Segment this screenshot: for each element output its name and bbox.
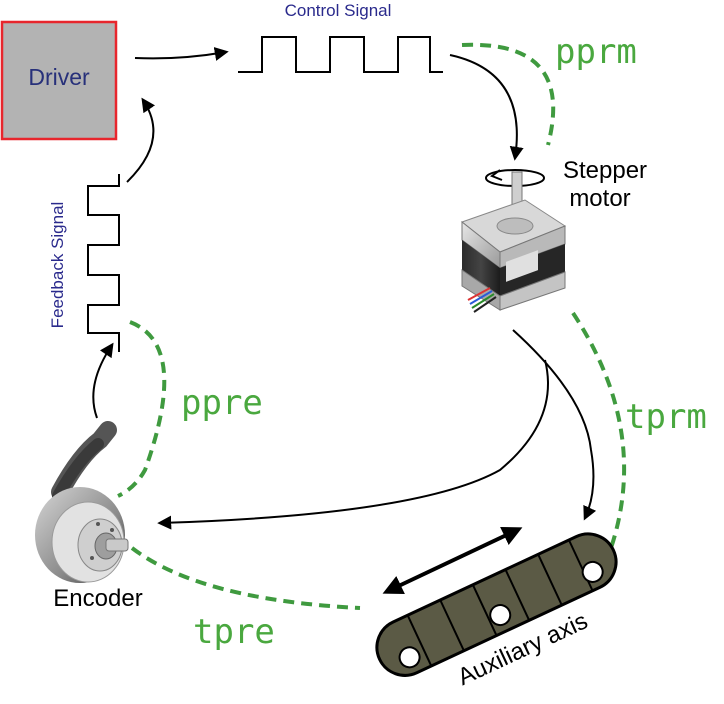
arrow-encoder-to-feedback	[92, 342, 114, 419]
label-pprm: pprm	[555, 32, 637, 72]
arrow-control-to-motor	[449, 54, 524, 161]
stepper-motor: Stepper motor	[460, 157, 647, 313]
label-tprm: tprm	[625, 397, 707, 437]
dashed-links	[117, 42, 627, 610]
control-signal: Control Signal	[238, 1, 443, 73]
dashed-link-feedback-encoder	[117, 320, 167, 498]
motor-label-line2: motor	[569, 185, 630, 212]
dashed-link-driver-motor	[461, 42, 556, 146]
dashed-link-encoder-axis	[130, 546, 361, 610]
driver-box: Driver	[0, 20, 118, 141]
arrow-feedback-to-driver	[126, 97, 156, 183]
auxiliary-axis: Auxiliary axis	[375, 532, 618, 691]
belt-motion-arrow	[382, 526, 523, 595]
feedback-signal-wave	[87, 174, 120, 352]
feedback-signal-label: Feedback Signal	[48, 202, 67, 329]
feedback-signal: Feedback Signal	[48, 174, 120, 352]
control-signal-label: Control Signal	[285, 1, 392, 20]
arrow-driver-to-control	[134, 47, 229, 61]
label-tpre: tpre	[193, 612, 275, 652]
arrow-motor-to-encoder	[157, 359, 549, 530]
encoder: Encoder	[35, 421, 143, 612]
encoder-label: Encoder	[53, 585, 142, 612]
control-signal-wave	[238, 36, 443, 73]
motor-label-line1: Stepper	[563, 157, 647, 184]
driver-label: Driver	[28, 64, 90, 90]
arrow-motor-to-axis	[512, 329, 597, 521]
label-ppre: ppre	[181, 383, 263, 423]
dashed-link-motor-axis	[571, 311, 627, 549]
